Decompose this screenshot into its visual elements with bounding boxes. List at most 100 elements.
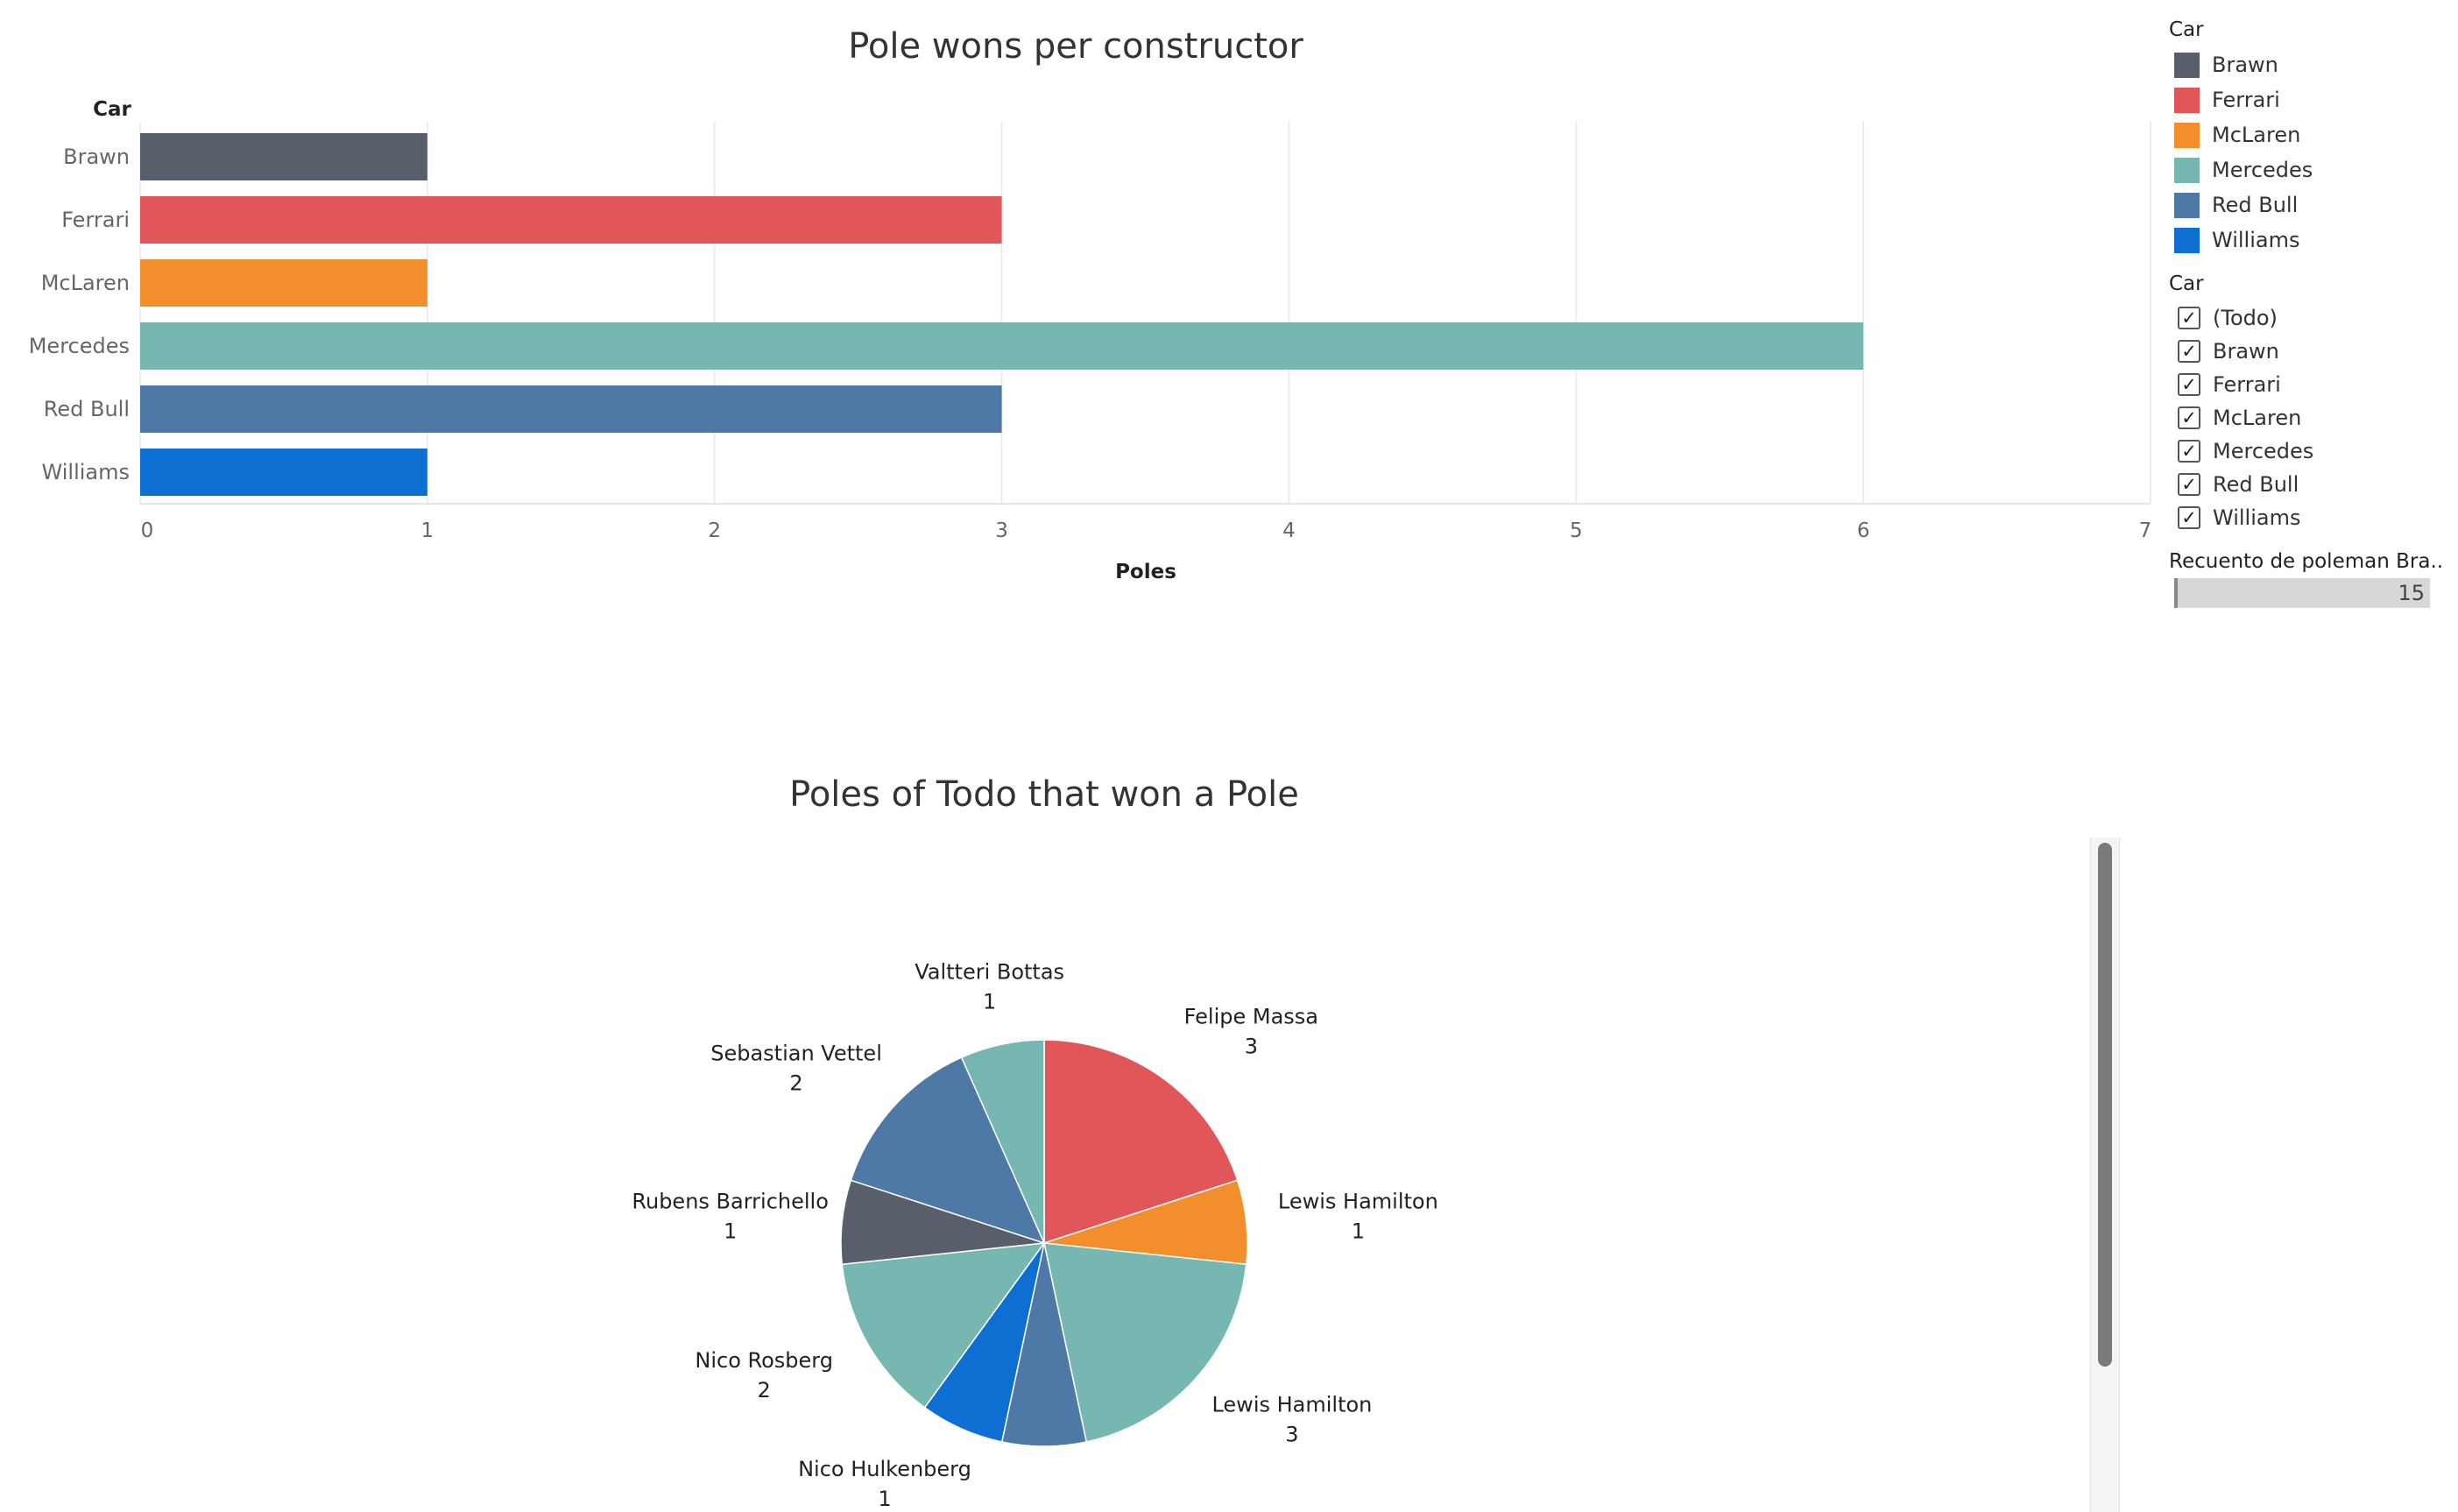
bar-mclaren — [140, 259, 427, 307]
legend-item[interactable]: Red Bull — [2164, 187, 2444, 223]
legend-item[interactable]: Williams — [2164, 223, 2444, 258]
filter-option[interactable]: ✓ Mercedes — [2164, 435, 2444, 468]
slice-value-label: 1 — [878, 1487, 891, 1511]
count-bar: 15 — [2174, 578, 2430, 608]
legend-item[interactable]: McLaren — [2164, 117, 2444, 152]
bar-chart-grid — [139, 122, 2151, 505]
slice-value-label: 3 — [1245, 1034, 1258, 1058]
x-tick-label: 5 — [1570, 519, 1583, 542]
category-label: Ferrari — [61, 208, 130, 232]
legend-swatch — [2174, 122, 2200, 148]
bar-brawn — [140, 133, 427, 180]
slice-name-label: Rubens Barrichello — [632, 1190, 829, 1214]
category-label: Williams — [42, 460, 130, 484]
filter-option-label: Mercedes — [2213, 439, 2314, 463]
filter-option-label: (Todo) — [2213, 306, 2278, 330]
filter-checkbox[interactable]: ✓ — [2178, 340, 2200, 363]
slice-value-label: 2 — [758, 1378, 771, 1402]
filter-option-label: Ferrari — [2213, 372, 2281, 397]
bar-chart-x-label: Poles — [1115, 561, 1176, 583]
x-tick-label: 7 — [2139, 519, 2152, 542]
filter-option[interactable]: ✓ (Todo) — [2164, 301, 2444, 335]
slice-value-label: 1 — [983, 990, 996, 1014]
x-tick-label: 1 — [421, 519, 434, 542]
legend-title: Car — [2169, 18, 2204, 41]
filter-checkbox[interactable]: ✓ — [2178, 440, 2200, 463]
bar-williams — [140, 449, 427, 496]
filter-checkbox[interactable]: ✓ — [2178, 473, 2200, 496]
sheet-scrollbar[interactable] — [2090, 837, 2120, 1512]
pie-chart-slices — [840, 1039, 1248, 1447]
bar-chart-x-ticks: 0 1 2 3 4 5 6 7 — [141, 519, 2152, 542]
filter-option[interactable]: ✓ Williams — [2164, 501, 2444, 534]
car-filter: ✓ (Todo) ✓ Brawn ✓ Ferrari ✓ McLaren ✓ Mercedes ✓ R… — [2164, 301, 2444, 534]
filter-option-label: Williams — [2213, 505, 2301, 530]
filter-checkbox[interactable]: ✓ — [2178, 506, 2200, 529]
pie-slice — [850, 1056, 1046, 1245]
filter-option-label: McLaren — [2213, 406, 2302, 430]
filter-checkbox[interactable]: ✓ — [2178, 406, 2200, 429]
legend-label: Ferrari — [2212, 88, 2280, 112]
slice-value-label: 1 — [1352, 1219, 1365, 1244]
slice-name-label: Nico Rosberg — [695, 1348, 833, 1373]
slice-name-label: Sebastian Vettel — [710, 1041, 882, 1065]
bar-mercedes — [140, 322, 1864, 370]
slice-value-label: 1 — [724, 1219, 737, 1244]
pie-chart-labels: Felipe Massa 3 Lewis Hamilton 1 Lewis Hamilt… — [632, 960, 1437, 1512]
filter-option-label: Red Bull — [2213, 472, 2299, 497]
legend-item[interactable]: Ferrari — [2164, 82, 2444, 117]
bar-red-bull — [140, 385, 1002, 433]
filter-option[interactable]: ✓ McLaren — [2164, 401, 2444, 435]
category-label: Red Bull — [44, 397, 130, 421]
category-label: Brawn — [63, 145, 130, 169]
legend-swatch — [2174, 52, 2200, 78]
category-label: Mercedes — [29, 334, 130, 358]
slice-value-label: 2 — [789, 1070, 802, 1095]
legend-label: Williams — [2212, 228, 2300, 252]
slice-name-label: Valtteri Bottas — [915, 960, 1064, 985]
x-tick-label: 6 — [1857, 519, 1870, 542]
slice-value-label: 3 — [1285, 1423, 1298, 1447]
x-tick-label: 0 — [141, 519, 154, 542]
legend-swatch — [2174, 157, 2200, 183]
legend-item[interactable]: Mercedes — [2164, 152, 2444, 187]
pie-chart-title: Poles of Todo that won a Pole — [789, 774, 1299, 815]
legend-item[interactable]: Brawn — [2164, 47, 2444, 82]
filter-title: Car — [2169, 272, 2204, 295]
pie-slice — [841, 1242, 1046, 1409]
filter-option[interactable]: ✓ Ferrari — [2164, 368, 2444, 401]
pie-slice — [1043, 1242, 1247, 1443]
legend-label: Brawn — [2212, 53, 2278, 77]
legend-label: Red Bull — [2212, 193, 2299, 217]
filter-option[interactable]: ✓ Brawn — [2164, 335, 2444, 368]
scrollbar-thumb[interactable] — [2098, 843, 2112, 1367]
bar-chart-title: Pole wons per constructor — [848, 26, 1303, 67]
category-label: McLaren — [41, 271, 130, 295]
color-legend: Brawn Ferrari McLaren Mercedes Red Bull Willi… — [2164, 47, 2444, 258]
slice-name-label: Felipe Massa — [1184, 1004, 1318, 1028]
slice-name-label: Nico Hulkenberg — [798, 1457, 971, 1481]
side-panel: Car Brawn Ferrari McLaren Mercedes Red Bull W… — [2164, 12, 2444, 608]
bar-ferrari — [140, 196, 1002, 244]
filter-option-label: Brawn — [2213, 339, 2279, 364]
legend-swatch — [2174, 227, 2200, 253]
slice-name-label: Lewis Hamilton — [1211, 1393, 1372, 1417]
x-tick-label: 3 — [995, 519, 1008, 542]
slice-name-label: Lewis Hamilton — [1278, 1190, 1438, 1214]
legend-swatch — [2174, 192, 2200, 218]
filter-checkbox[interactable]: ✓ — [2178, 307, 2200, 329]
pie-slice — [1043, 1039, 1239, 1245]
bar-chart-category-labels: Brawn Ferrari McLaren Mercedes Red Bull Willi… — [29, 145, 130, 484]
legend-swatch — [2174, 87, 2200, 113]
x-tick-label: 4 — [1282, 519, 1296, 542]
pie-slice — [960, 1039, 1045, 1244]
count-value: 15 — [2398, 581, 2425, 605]
filter-option[interactable]: ✓ Red Bull — [2164, 468, 2444, 501]
filter-checkbox[interactable]: ✓ — [2178, 373, 2200, 396]
count-title: Recuento de poleman Bra.. — [2169, 550, 2444, 573]
legend-label: Mercedes — [2212, 158, 2313, 182]
bar-chart-y-header: Car — [93, 98, 131, 121]
legend-label: McLaren — [2212, 123, 2301, 147]
bar-chart-bars — [140, 133, 1864, 496]
